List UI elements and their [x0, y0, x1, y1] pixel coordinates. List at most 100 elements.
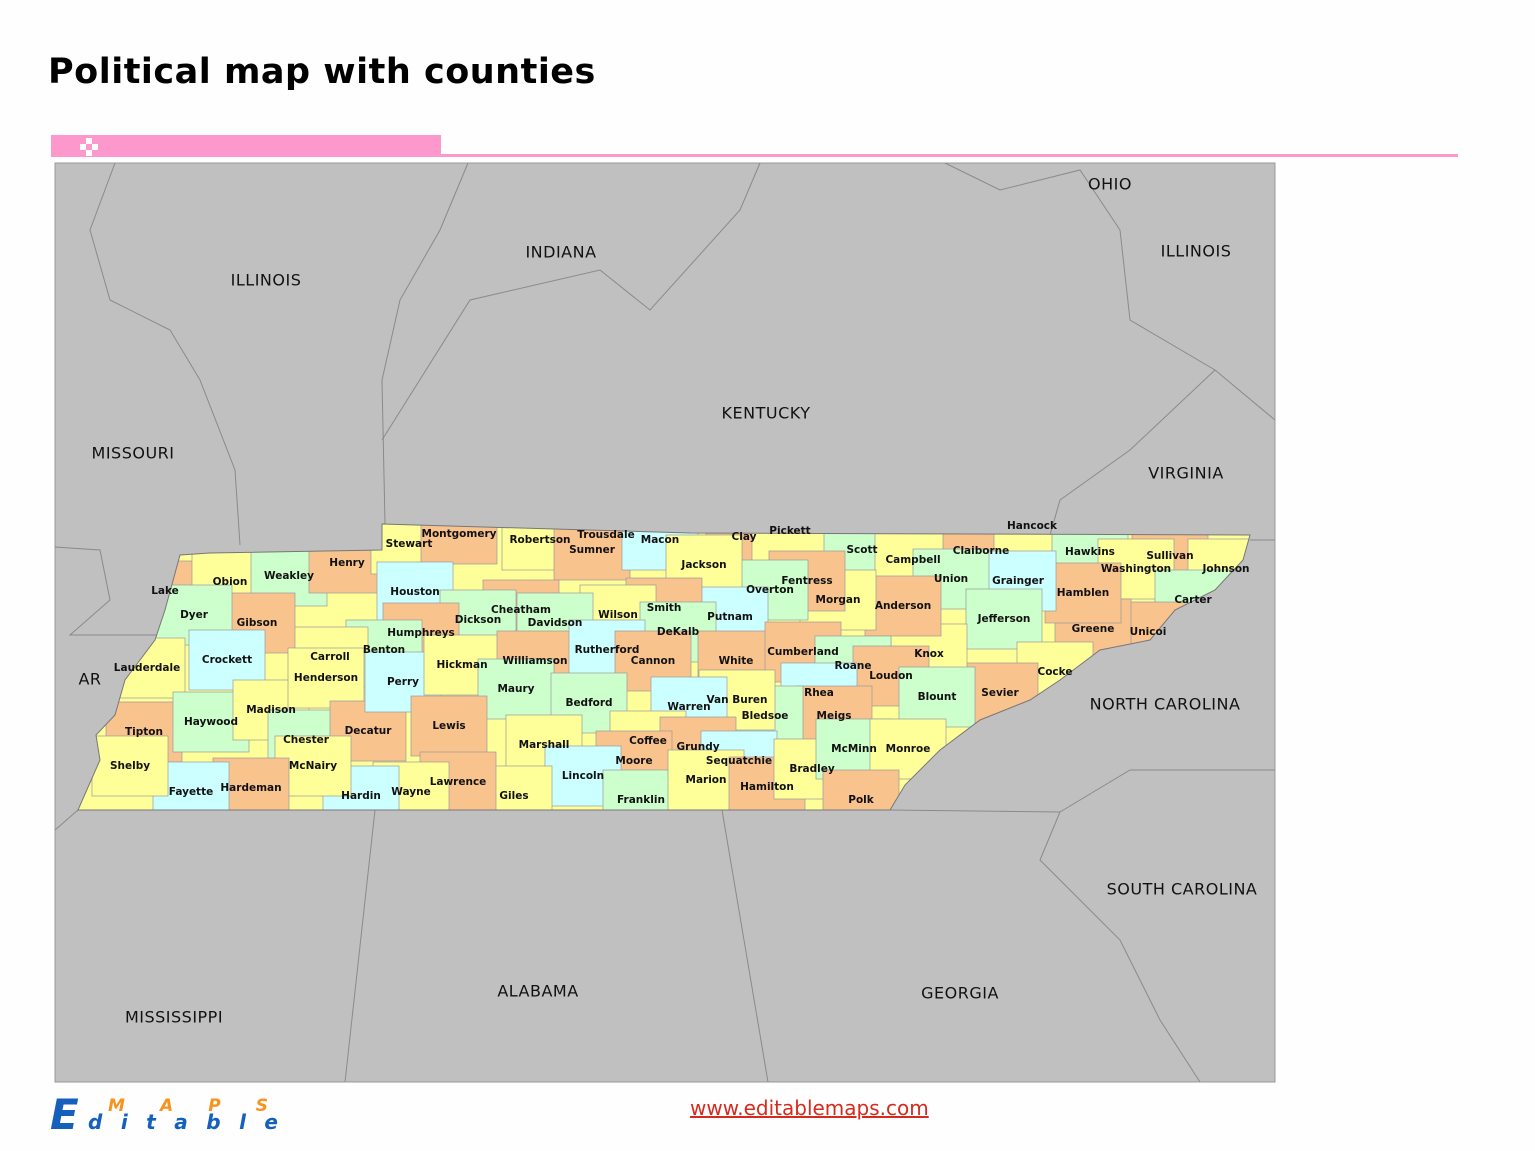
border-illinois-missouri	[89, 162, 241, 546]
border-kentucky-virginia	[1049, 369, 1216, 536]
county-label: Williamson	[502, 655, 568, 667]
website-link[interactable]: www.editablemaps.com	[690, 1096, 929, 1120]
tennessee-counties	[78, 524, 1250, 810]
county-label: Carroll	[310, 651, 350, 663]
county-label: Roane	[834, 660, 872, 672]
county-label: Knox	[914, 648, 944, 660]
county-label: Weakley	[264, 570, 314, 582]
county-label: Grundy	[676, 741, 720, 753]
border-missouri-arkansas	[54, 546, 160, 636]
svg-text:E: E	[50, 1093, 79, 1133]
county-sumner	[553, 524, 631, 581]
county-label: Robertson	[509, 534, 571, 546]
county-label: Montgomery	[421, 528, 497, 540]
county-label: Rutherford	[574, 644, 640, 656]
county-label: Haywood	[183, 716, 239, 728]
county-label: Wayne	[391, 786, 431, 798]
county-label: Bradley	[789, 763, 835, 775]
county-polk	[822, 769, 900, 810]
border-illinois-indiana	[381, 162, 469, 525]
county-label: Union	[933, 573, 969, 585]
county-label: Decatur	[344, 725, 392, 737]
county-label: Jackson	[681, 559, 727, 571]
county-label: Humphreys	[387, 627, 455, 639]
county-label: Hawkins	[1065, 546, 1115, 558]
county-label: Grainger	[992, 575, 1044, 587]
county-label: Loudon	[869, 670, 913, 682]
county-label: Lewis	[432, 720, 466, 732]
county-label: Sevier	[981, 687, 1019, 699]
county-label: Washington	[1100, 563, 1172, 575]
county-label: Dyer	[180, 609, 208, 621]
state-label: ILLINOIS	[1160, 241, 1232, 261]
border-arkansas-mississippi	[54, 809, 79, 831]
county-henderson	[287, 647, 365, 709]
county-label: Overton	[746, 584, 794, 596]
county-label: Cheatham	[491, 604, 551, 616]
border-mississippi-alabama	[344, 809, 376, 1083]
county-label: Perry	[386, 676, 420, 688]
county-jefferson	[965, 588, 1043, 650]
county-label: Wilson	[598, 609, 638, 621]
editable-maps-logo: E MAPS ditable	[50, 1093, 278, 1133]
border-ohio-river	[381, 162, 761, 441]
county-label: Hardin	[341, 790, 381, 802]
header-accent-bar	[51, 135, 441, 157]
county-label: Pickett	[769, 525, 811, 537]
county-label: Henderson	[293, 672, 359, 684]
state-label: MISSOURI	[91, 443, 175, 463]
county-label: Coffee	[629, 735, 667, 747]
county-label: Meigs	[816, 710, 852, 722]
county-label: Putnam	[707, 611, 753, 623]
county-label: Houston	[390, 586, 440, 598]
county-label: Giles	[499, 790, 529, 802]
county-label: Macon	[640, 534, 680, 546]
border-north-south-carolina	[1059, 769, 1275, 813]
state-label: ILLINOIS	[230, 270, 302, 290]
county-label: Unicoi	[1129, 626, 1167, 638]
county-label: Warren	[667, 701, 711, 713]
county-label: Blount	[917, 691, 957, 703]
county-label: Sumner	[569, 544, 615, 556]
county-label: Greene	[1071, 623, 1115, 635]
county-label: Tipton	[125, 726, 163, 738]
county-label: Obion	[212, 576, 248, 588]
county-label: Stewart	[385, 538, 433, 550]
state-label: AR	[78, 669, 102, 689]
state-label: VIRGINIA	[1148, 463, 1224, 483]
border-alabama-georgia	[721, 809, 769, 1083]
county-label: Johnson	[1202, 563, 1250, 575]
county-label: Marshall	[518, 739, 570, 751]
county-label: Polk	[848, 794, 874, 806]
county-label: Moore	[615, 755, 653, 767]
state-label: ALABAMA	[497, 981, 579, 1001]
county-label: Trousdale	[577, 529, 635, 541]
county-label: Lincoln	[561, 770, 605, 782]
county-montgomery	[420, 524, 498, 565]
county-label: Hamilton	[740, 781, 794, 793]
county-label: Morgan	[815, 594, 861, 606]
county-maury	[477, 658, 555, 720]
border-georgia-south-carolina	[889, 809, 1201, 1083]
county-label: Fayette	[168, 786, 214, 798]
county-label: Hamblen	[1056, 587, 1110, 599]
county-label: Maury	[497, 683, 535, 695]
state-label: KENTUCKY	[721, 403, 811, 423]
county-label: White	[718, 655, 754, 667]
county-label: Sequatchie	[705, 755, 773, 767]
county-crockett	[188, 629, 266, 691]
county-anderson	[864, 575, 942, 637]
county-label: Dickson	[454, 614, 502, 626]
county-label: Carter	[1174, 594, 1212, 606]
county-label: Henry	[329, 557, 365, 569]
county-label: Van Buren	[706, 694, 768, 706]
county-label: Bedford	[565, 697, 613, 709]
county-label: Hickman	[436, 659, 488, 671]
county-label: Benton	[362, 644, 406, 656]
county-label: Claiborne	[952, 545, 1010, 557]
state-label: MISSISSIPPI	[124, 1007, 224, 1027]
county-label: Rhea	[804, 687, 834, 699]
county-label: Cumberland	[767, 646, 839, 658]
county-label: Smith	[646, 602, 682, 614]
